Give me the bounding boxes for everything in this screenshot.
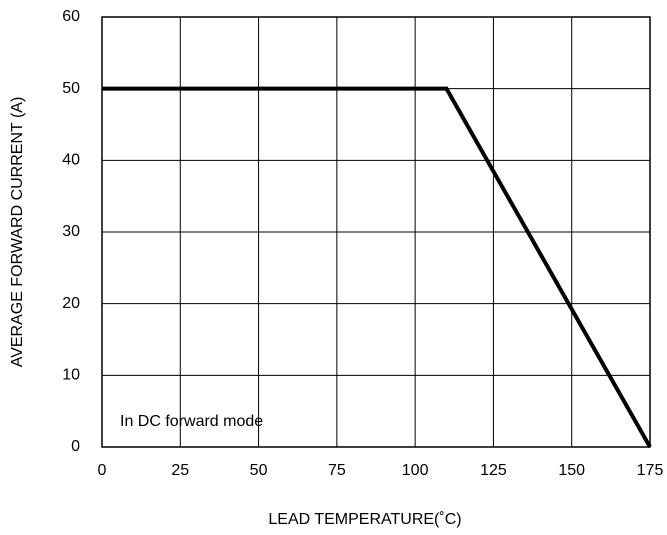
y-tick-label: 10 [62, 367, 80, 384]
y-tick-label: 30 [62, 223, 80, 240]
y-tick-label: 0 [71, 438, 80, 455]
x-tick-label: 100 [402, 462, 429, 479]
x-tick-label: 75 [328, 462, 346, 479]
y-tick-label: 20 [62, 295, 80, 312]
y-tick-label: 50 [62, 80, 80, 97]
x-axis-label: LEAD TEMPERATURE(˚C) [268, 511, 461, 528]
x-tick-label: 0 [98, 462, 107, 479]
x-tick-label: 25 [171, 462, 189, 479]
data-line [102, 86, 652, 448]
y-tick-label: 60 [62, 8, 80, 25]
plot-frame [101, 16, 651, 448]
x-tick-label: 150 [558, 462, 585, 479]
x-tick-label: 175 [637, 462, 664, 479]
y-tick-label: 40 [62, 152, 80, 169]
x-tick-label: 125 [480, 462, 507, 479]
annotation: In DC forward mode [120, 413, 263, 430]
x-tick-label: 50 [250, 462, 268, 479]
y-axis-label: AVERAGE FORWARD CURRENT (A) [9, 97, 26, 368]
